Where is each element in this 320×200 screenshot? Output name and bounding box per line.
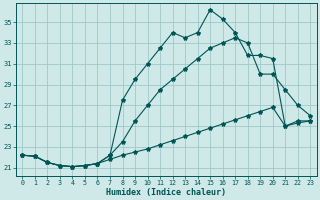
X-axis label: Humidex (Indice chaleur): Humidex (Indice chaleur) — [106, 188, 226, 197]
